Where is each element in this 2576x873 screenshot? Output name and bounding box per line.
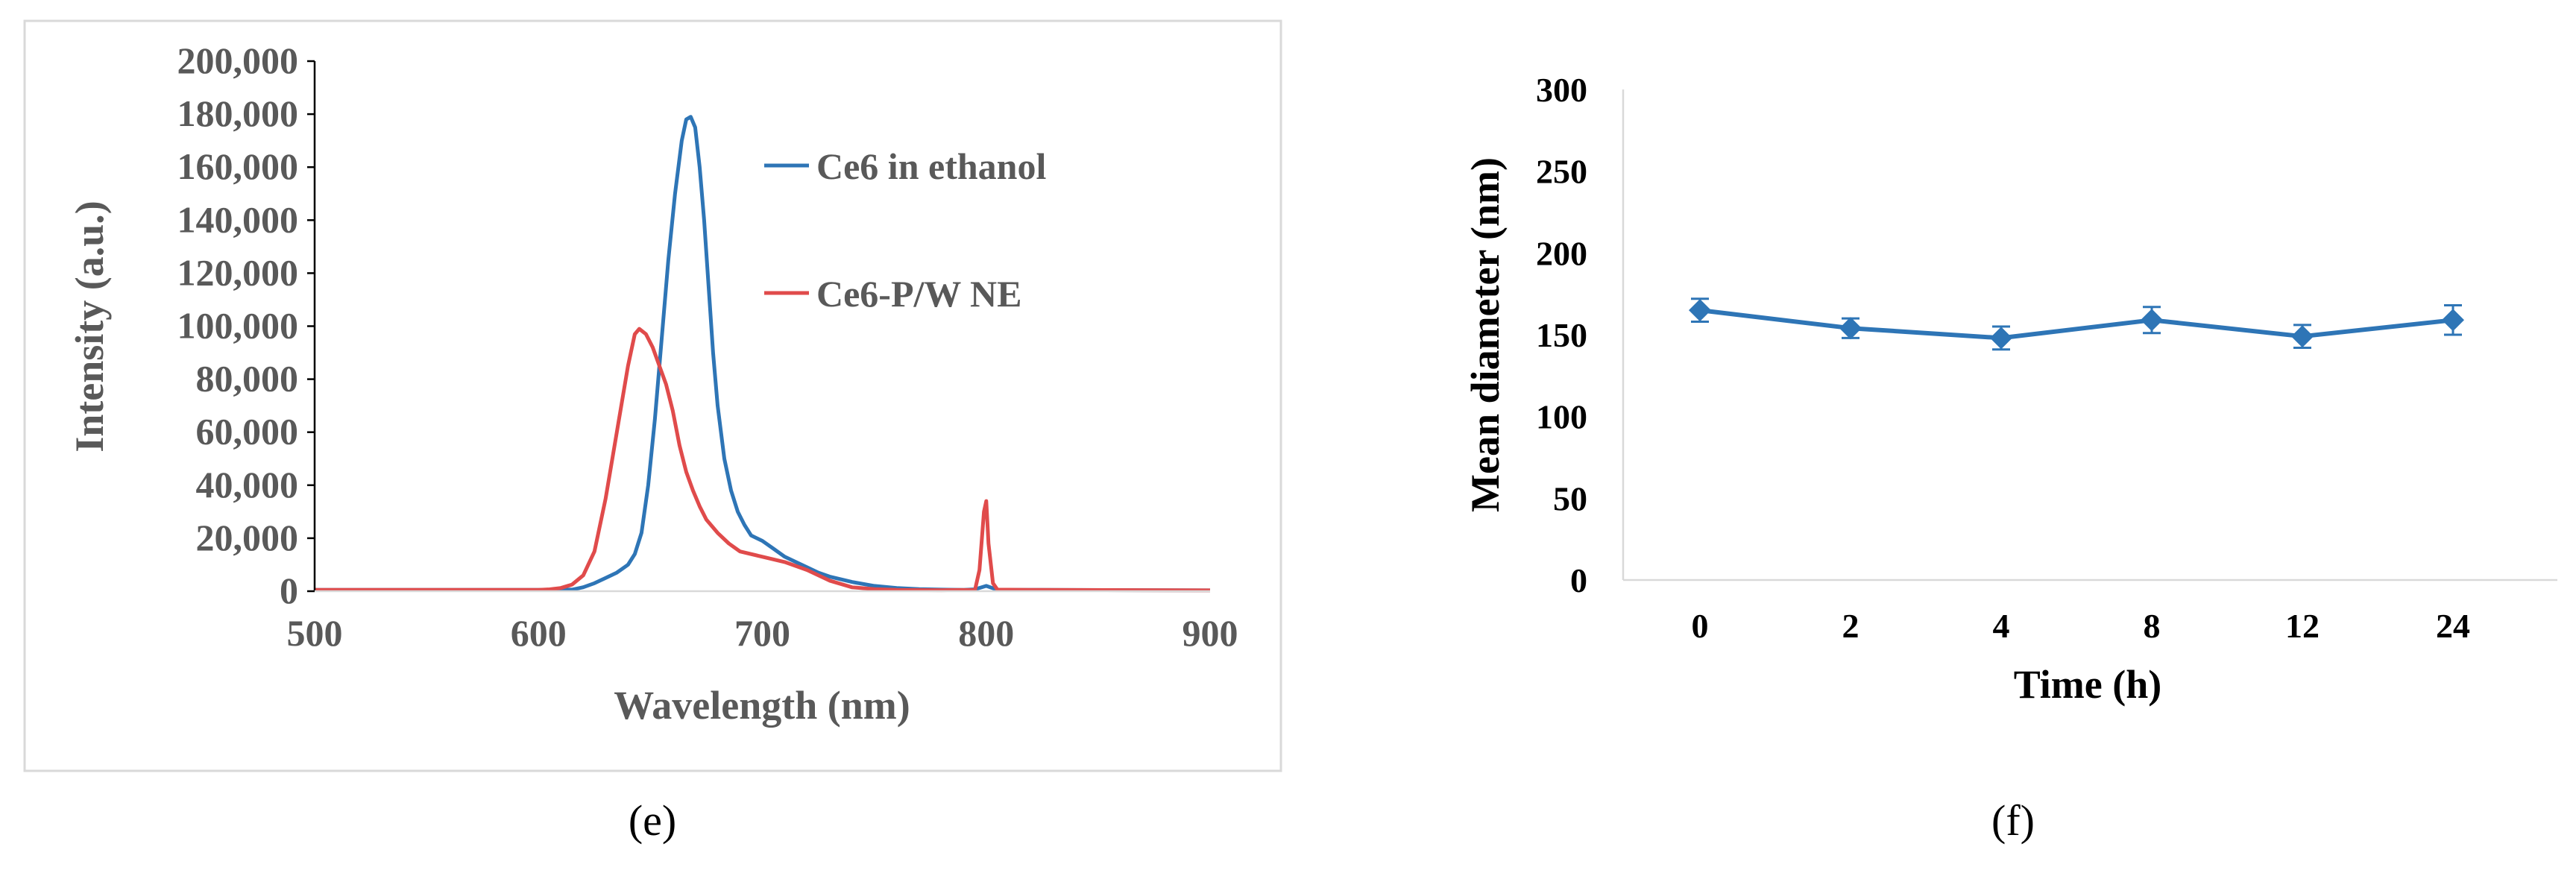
data-point-diamond [1839, 317, 1862, 340]
chart-e-y-tick-label: 60,000 [196, 411, 299, 453]
chart-f-ylabel: Mean diameter (nm) [1463, 157, 1508, 512]
chart-e-ylabel: Intensity (a.u.) [67, 201, 112, 453]
chart-f-y-tick-label: 200 [1536, 234, 1587, 272]
chart-f-y-tick-label: 50 [1553, 479, 1587, 517]
chart-e-frame [23, 19, 1282, 772]
chart-e-y-tick-label: 200,000 [177, 40, 299, 81]
chart-e-x-tick-label: 700 [734, 612, 790, 654]
chart-e-x-tick-label: 600 [511, 612, 567, 654]
chart-e-y-tick-label: 0 [280, 570, 298, 611]
chart-panel-e: 0 20,000 40,000 60,000 80,000 100,000 120,000 1… [23, 19, 1282, 845]
data-point-diamond [2291, 325, 2314, 348]
chart-f-x-tick-label: 2 [1842, 607, 1859, 645]
chart-e-y-tick-label: 120,000 [177, 251, 299, 293]
data-point-diamond [2442, 309, 2464, 332]
chart-f-xlabel: Time (h) [2014, 662, 2162, 707]
legend-label-ce6-ethanol: Ce6 in ethanol [816, 145, 1046, 187]
chart-e-y-tick-label: 80,000 [196, 358, 299, 400]
chart-e-x-tick-label: 800 [958, 612, 1014, 654]
chart-e-x-tick-label: 900 [1182, 612, 1238, 654]
chart-f-y-tick-label: 300 [1536, 71, 1587, 109]
chart-f-x-tick-label: 24 [2436, 607, 2470, 645]
chart-f-y-tick-label: 0 [1570, 561, 1587, 599]
chart-e-x-tick-label: 500 [287, 612, 343, 654]
chart-f-y-tick-label: 250 [1536, 153, 1587, 191]
panel-label-f: (f) [1991, 796, 2035, 845]
chart-e-y-tick-label: 100,000 [177, 305, 299, 347]
series-line-mean-diameter [1699, 308, 2454, 341]
panel-label-e: (e) [629, 796, 676, 845]
chart-e-y-tick-label: 180,000 [177, 92, 299, 134]
chart-e-y-tick-label: 160,000 [177, 145, 299, 187]
data-point-diamond [2141, 309, 2163, 332]
chart-f-y-tick-label: 100 [1536, 398, 1587, 436]
chart-f-x-tick-label: 0 [1692, 607, 1709, 645]
data-point-diamond [1689, 299, 1711, 322]
chart-e-legend: Ce6 in ethanol Ce6-P/W NE [764, 145, 1046, 315]
chart-e-xlabel: Wavelength (nm) [614, 683, 910, 728]
chart-f-x-tick-label: 4 [1993, 607, 2010, 645]
chart-f-x-tick-label: 8 [2144, 607, 2161, 645]
chart-f-y-tick-label: 150 [1536, 316, 1587, 354]
data-point-diamond [1990, 327, 2012, 350]
chart-e-y-tick-label: 140,000 [177, 198, 299, 240]
series-line-ce6-pw-ne [315, 327, 1211, 593]
chart-e-y-tick-label: 20,000 [196, 517, 299, 558]
chart-f-x-tick-label: 12 [2285, 607, 2320, 645]
legend-label-ce6-pw-ne: Ce6-P/W NE [816, 273, 1021, 315]
chart-e-y-tick-label: 40,000 [196, 464, 299, 505]
